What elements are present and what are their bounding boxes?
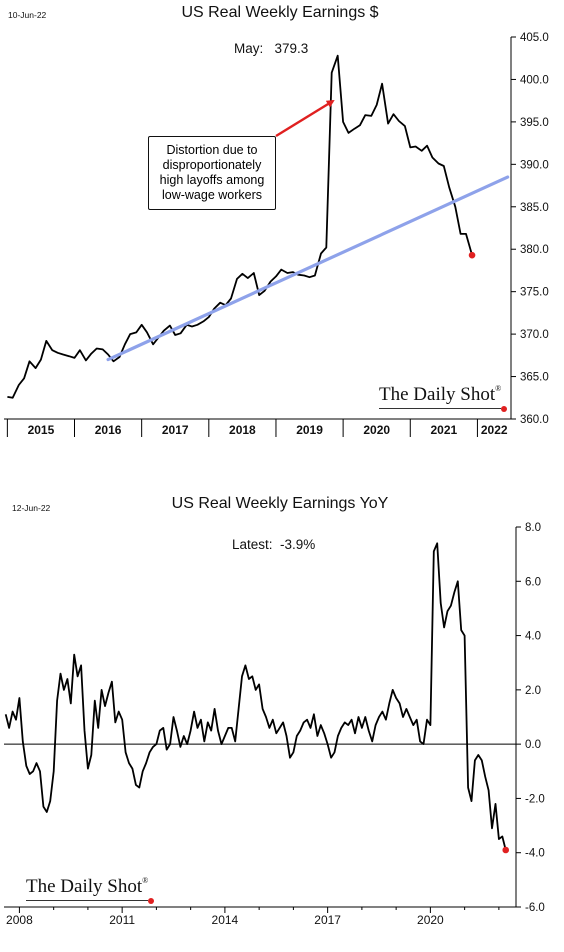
- y-tick-label: 400.0: [520, 74, 549, 86]
- daily-shot-logo: The Daily Shot®: [26, 876, 155, 904]
- y-tick-label: 385.0: [520, 202, 549, 214]
- y-tick-label: 365.0: [520, 372, 549, 384]
- logo-mark: ®: [495, 384, 502, 393]
- x-tick-label: 2017: [162, 423, 189, 437]
- earnings-level-chart: 360.0 365.0 370.0 375.0 380.0 385.0 390.0 395.0…: [4, 32, 549, 437]
- y-tick-label: 6.0: [525, 576, 541, 588]
- logo-dot: [148, 898, 155, 904]
- x-tick-label: 2016: [95, 423, 122, 437]
- chart-date: 10-Jun-22: [8, 10, 47, 20]
- last-point-marker: [502, 846, 510, 854]
- x-tick-label: 2022: [481, 423, 508, 437]
- earnings-yoy-panel: -6.0 -4.0 -2.0 0.0 2.0 4.0 6.0 8.0 2008 2011 2014 2…: [0, 480, 564, 952]
- x-tick-label: 2019: [296, 423, 323, 437]
- logo-dot: [501, 406, 508, 412]
- y-tick-label: 2.0: [525, 685, 541, 697]
- x-tick-label: 2018: [229, 423, 256, 437]
- y-tick-label: 4.0: [525, 631, 541, 643]
- y-tick-label: 405.0: [520, 32, 549, 44]
- y-tick-label: 360.0: [520, 414, 549, 426]
- y-tick-label: -6.0: [525, 902, 545, 914]
- earnings-yoy-chart: -6.0 -4.0 -2.0 0.0 2.0 4.0 6.0 8.0 2008 2011 2014 2…: [4, 522, 545, 927]
- x-tick-label: 2014: [212, 913, 239, 927]
- logo-text: The Daily Shot: [26, 876, 143, 897]
- logo-text: The Daily Shot: [379, 384, 496, 405]
- y-tick-label: 8.0: [525, 522, 541, 534]
- y-tick-label: 395.0: [520, 117, 549, 129]
- latest-label: May:: [234, 41, 264, 56]
- x-tick-label: 2020: [417, 913, 444, 927]
- earnings-level-panel: 360.0 365.0 370.0 375.0 380.0 385.0 390.0 395.0…: [0, 0, 564, 440]
- latest-reading: Latest: -3.9%: [232, 537, 315, 552]
- y-tick-label: 380.0: [520, 244, 549, 256]
- distortion-annotation: Distortion due to disproportionately hig…: [148, 136, 276, 210]
- chart-title: US Real Weekly Earnings $: [181, 4, 379, 21]
- x-tick-label: 2008: [6, 913, 33, 927]
- y-tick-label: -2.0: [525, 793, 545, 805]
- latest-value: -3.9%: [280, 537, 316, 552]
- logo-mark: ®: [142, 876, 149, 885]
- chart-title: US Real Weekly Earnings YoY: [171, 495, 389, 512]
- y-tick-label: 370.0: [520, 329, 549, 341]
- last-point-marker: [468, 251, 476, 259]
- series-line: [7, 54, 473, 399]
- x-tick-label: 2020: [363, 423, 390, 437]
- trend-line: [106, 175, 510, 362]
- x-tick-label: 2015: [28, 423, 55, 437]
- y-tick-label: 0.0: [525, 739, 541, 751]
- y-tick-label: -4.0: [525, 848, 545, 860]
- latest-reading: May: 379.3: [234, 41, 308, 56]
- latest-label: Latest:: [232, 537, 273, 552]
- y-tick-label: 375.0: [520, 287, 549, 299]
- x-tick-label: 2021: [430, 423, 457, 437]
- chart-date: 12-Jun-22: [12, 503, 51, 513]
- annotation-arrow: [275, 99, 335, 138]
- x-tick-label: 2011: [109, 913, 135, 927]
- x-tick-label: 2017: [314, 913, 341, 927]
- latest-value: 379.3: [274, 41, 309, 56]
- series-line: [4, 542, 507, 851]
- y-tick-label: 390.0: [520, 159, 549, 171]
- daily-shot-logo: The Daily Shot®: [379, 384, 508, 412]
